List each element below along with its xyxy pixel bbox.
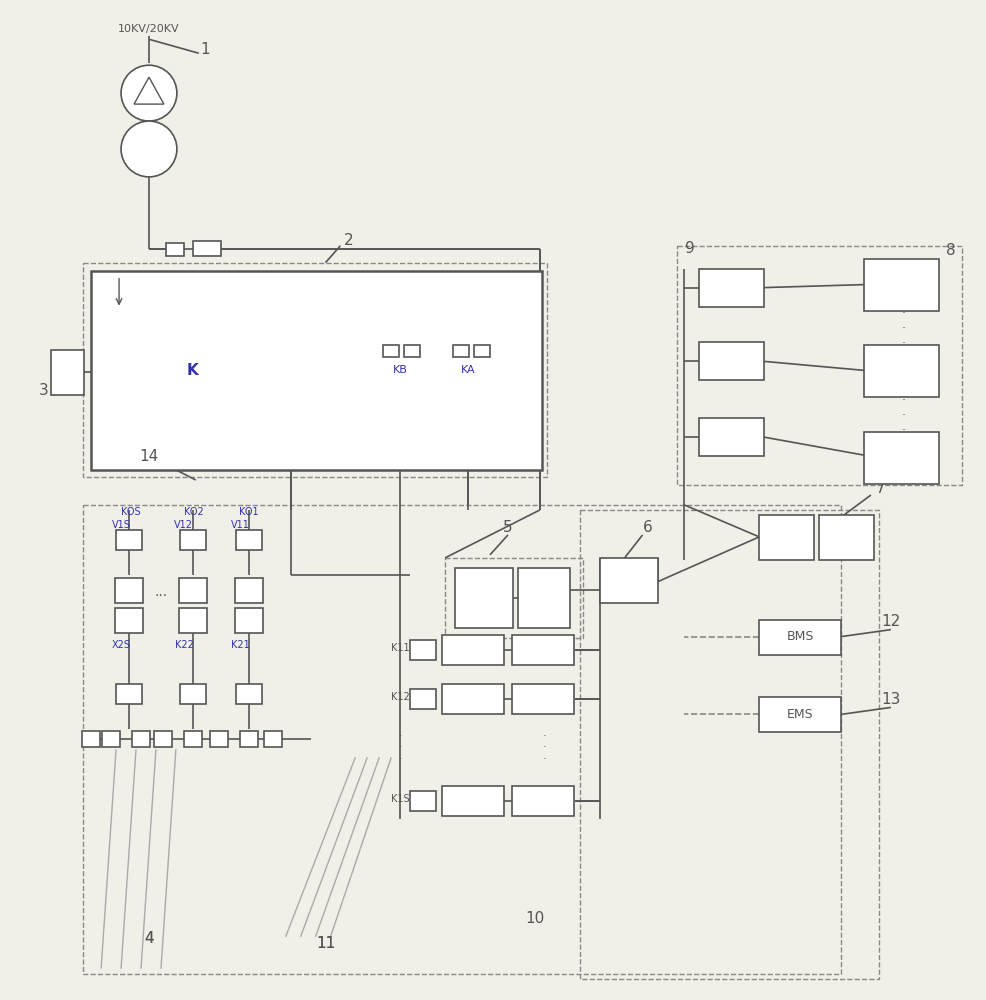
Text: 1: 1 bbox=[200, 42, 210, 57]
Bar bbox=[512, 684, 574, 714]
Bar bbox=[116, 530, 142, 550]
Bar bbox=[236, 684, 261, 704]
Text: ·
·
·: · · · bbox=[543, 731, 546, 764]
Bar bbox=[179, 530, 206, 550]
Text: 2: 2 bbox=[343, 233, 353, 248]
Bar bbox=[183, 731, 202, 747]
Bar bbox=[263, 731, 282, 747]
Bar bbox=[103, 731, 120, 747]
Text: 4: 4 bbox=[144, 931, 154, 946]
Bar bbox=[512, 635, 574, 665]
Text: 11: 11 bbox=[316, 936, 335, 951]
Bar bbox=[864, 345, 939, 397]
Bar bbox=[699, 418, 764, 456]
Circle shape bbox=[121, 121, 176, 177]
Bar bbox=[445, 558, 583, 638]
Text: K1S: K1S bbox=[391, 794, 409, 804]
Bar bbox=[82, 731, 101, 747]
Bar bbox=[179, 684, 206, 704]
Text: 4: 4 bbox=[144, 931, 154, 946]
Text: 13: 13 bbox=[881, 692, 900, 707]
Text: ·
·
·: · · · bbox=[398, 731, 402, 764]
Bar bbox=[236, 530, 261, 550]
Bar bbox=[580, 510, 879, 979]
Text: EMS: EMS bbox=[787, 708, 813, 721]
Bar bbox=[456, 568, 513, 628]
Text: KOS: KOS bbox=[121, 507, 141, 517]
Bar bbox=[115, 578, 143, 603]
Text: K12: K12 bbox=[390, 692, 409, 702]
Bar bbox=[454, 345, 469, 357]
Bar bbox=[83, 505, 841, 974]
Text: 5: 5 bbox=[503, 520, 513, 535]
Text: KB: KB bbox=[392, 365, 407, 375]
Bar bbox=[442, 635, 504, 665]
Text: V1S: V1S bbox=[111, 520, 130, 530]
Bar bbox=[474, 345, 490, 357]
Text: ·
·
·: · · · bbox=[902, 394, 906, 437]
Bar bbox=[83, 263, 547, 477]
Bar bbox=[677, 246, 961, 485]
Bar bbox=[235, 608, 262, 633]
Bar bbox=[404, 345, 420, 357]
Text: KO2: KO2 bbox=[184, 507, 204, 517]
Text: 7: 7 bbox=[877, 481, 885, 496]
Text: K22: K22 bbox=[176, 640, 194, 650]
Text: 6: 6 bbox=[643, 520, 653, 535]
Bar bbox=[410, 640, 436, 660]
Text: 3: 3 bbox=[38, 383, 48, 398]
Bar bbox=[384, 345, 399, 357]
Bar bbox=[759, 697, 841, 732]
Text: K11: K11 bbox=[391, 643, 409, 653]
Text: 11: 11 bbox=[316, 936, 335, 951]
Bar bbox=[512, 786, 574, 816]
Text: BMS: BMS bbox=[787, 630, 813, 643]
Bar bbox=[193, 241, 221, 256]
Bar bbox=[759, 620, 841, 655]
Bar bbox=[51, 350, 84, 395]
Text: 9: 9 bbox=[684, 241, 694, 256]
Bar bbox=[91, 271, 542, 470]
Bar bbox=[442, 786, 504, 816]
Bar bbox=[442, 684, 504, 714]
Bar bbox=[410, 791, 436, 811]
Text: 14: 14 bbox=[139, 449, 159, 464]
Text: KA: KA bbox=[460, 365, 475, 375]
Bar bbox=[864, 432, 939, 484]
Bar bbox=[240, 731, 257, 747]
Text: ...: ... bbox=[155, 585, 168, 599]
Text: V12: V12 bbox=[175, 520, 193, 530]
Circle shape bbox=[121, 65, 176, 121]
Bar bbox=[166, 243, 183, 256]
Bar bbox=[864, 259, 939, 311]
Text: 12: 12 bbox=[881, 614, 900, 629]
Bar bbox=[116, 684, 142, 704]
Bar bbox=[819, 515, 874, 560]
Text: KO1: KO1 bbox=[239, 507, 258, 517]
Text: 10KV/20KV: 10KV/20KV bbox=[118, 24, 179, 34]
Bar bbox=[178, 608, 207, 633]
Text: X2S: X2S bbox=[111, 640, 130, 650]
Bar bbox=[699, 269, 764, 307]
Bar bbox=[410, 689, 436, 709]
Bar bbox=[518, 568, 570, 628]
Bar bbox=[235, 578, 262, 603]
Bar bbox=[132, 731, 150, 747]
Bar bbox=[154, 731, 172, 747]
Text: ·
·
·: · · · bbox=[902, 307, 906, 350]
Bar bbox=[599, 558, 658, 603]
Text: V11: V11 bbox=[232, 520, 250, 530]
Text: K21: K21 bbox=[232, 640, 250, 650]
Text: K: K bbox=[187, 363, 199, 378]
Bar bbox=[759, 515, 814, 560]
Text: 10: 10 bbox=[526, 911, 544, 926]
Bar bbox=[178, 578, 207, 603]
Text: 8: 8 bbox=[946, 243, 955, 258]
Bar bbox=[699, 342, 764, 380]
Bar bbox=[115, 608, 143, 633]
Bar bbox=[210, 731, 228, 747]
